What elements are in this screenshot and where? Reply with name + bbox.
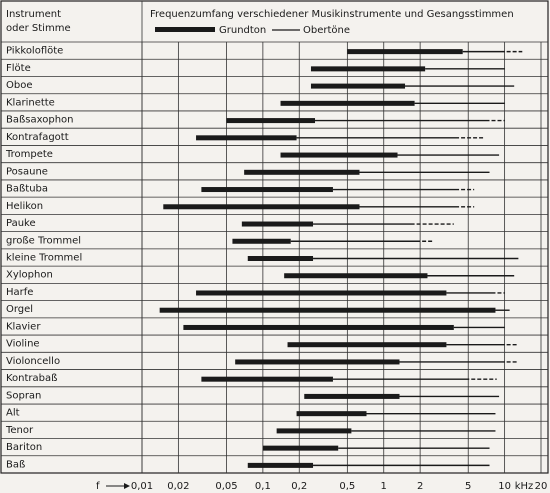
fundamental-bar: [247, 256, 314, 261]
frame: [0, 0, 549, 474]
row-label: Orgel: [6, 304, 33, 315]
fundamental-bar: [284, 273, 428, 279]
fundamental-bar: [226, 118, 316, 124]
row-label: Kontrabaß: [6, 373, 57, 384]
row-label: Harfe: [6, 287, 33, 298]
row-label: Pikkoloflöte: [6, 46, 63, 57]
fundamental-bar: [241, 221, 314, 227]
fundamental-bar: [201, 376, 333, 382]
row-label: Trompete: [5, 149, 53, 160]
fundamental-bar: [280, 152, 398, 158]
fundamental-bar: [287, 342, 447, 348]
chart-title: Frequenzumfang verschiedener Musikinstru…: [150, 9, 514, 20]
fundamental-bar: [304, 393, 400, 399]
fundamental-bar: [276, 428, 352, 434]
fundamental-bar: [196, 135, 297, 141]
x-tick-label: 1: [381, 481, 387, 492]
row-label: Pauke: [6, 218, 36, 229]
fundamental-bar: [247, 462, 314, 468]
fundamental-bar: [280, 100, 415, 106]
fundamental-bar: [244, 169, 360, 175]
row-label: Xylophon: [6, 270, 53, 281]
row-label: Oboe: [6, 80, 33, 91]
row-label: Baßtuba: [6, 184, 48, 195]
row-label: Klarinette: [6, 97, 55, 108]
x-axis-label: f: [96, 481, 100, 492]
fundamental-bar: [347, 49, 463, 55]
x-tick-label: 0,2: [291, 481, 307, 492]
fundamental-bar: [196, 290, 447, 296]
column-header: oder Stimme: [6, 23, 71, 34]
fundamental-bar: [310, 66, 426, 72]
column-header: Instrument: [6, 9, 61, 20]
x-tick-label: 20: [535, 481, 548, 492]
row-label: Posaune: [6, 166, 48, 177]
fundamental-bar: [296, 411, 367, 417]
x-tick-label: 0,5: [339, 481, 355, 492]
row-label: Helikon: [6, 201, 43, 212]
axis-arrow: [124, 483, 130, 489]
row-label: Violoncello: [6, 356, 60, 367]
x-tick-label: 0,05: [215, 481, 237, 492]
row-label: Alt: [6, 408, 20, 419]
x-tick-label: 10: [498, 481, 511, 492]
fundamental-bar: [235, 359, 400, 365]
row-label: Violine: [6, 339, 40, 350]
legend-swatch: [155, 27, 215, 32]
x-tick-label: 0,1: [255, 481, 271, 492]
fundamental-bar: [310, 83, 406, 89]
row-label: Sopran: [6, 390, 41, 401]
fundamental-bar: [159, 307, 496, 313]
fundamental-bar: [232, 238, 291, 244]
row-label: Bariton: [6, 442, 42, 453]
x-axis-unit: kHz: [515, 481, 534, 492]
fundamental-bar: [262, 445, 339, 451]
row-label: Baßsaxophon: [6, 115, 74, 126]
row-label: große Trommel: [6, 235, 81, 246]
row-label: Tenor: [5, 425, 34, 436]
fundamental-bar: [163, 204, 360, 210]
x-tick-label: 0,01: [131, 481, 153, 492]
row-label: Baß: [6, 459, 25, 470]
row-label: Kontrafagott: [6, 132, 69, 143]
legend-label: Obertöne: [303, 25, 350, 36]
fundamental-bar: [183, 324, 454, 330]
fundamental-bar: [201, 187, 333, 193]
legend-label: Grundton: [219, 25, 266, 36]
row-label: kleine Trommel: [6, 253, 82, 264]
row-label: Klavier: [6, 321, 41, 332]
x-tick-label: 0,02: [167, 481, 189, 492]
x-tick-label: 5: [465, 481, 471, 492]
row-label: Flöte: [6, 63, 31, 74]
x-tick-label: 2: [417, 481, 423, 492]
